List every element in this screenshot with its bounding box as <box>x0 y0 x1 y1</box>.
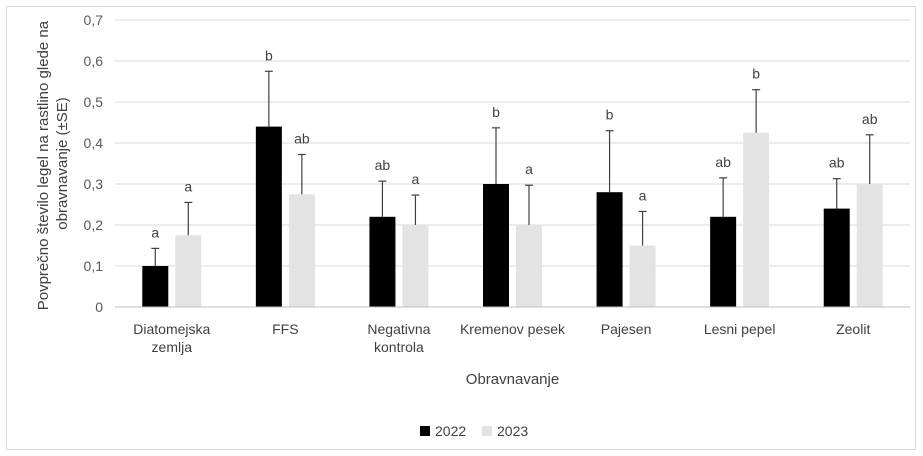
significance-letter: b <box>606 107 614 123</box>
bar-2023 <box>402 225 429 307</box>
bar-2022 <box>142 266 169 307</box>
legend-label-2022: 2022 <box>435 423 466 439</box>
significance-letter: a <box>412 171 420 187</box>
legend-label-2023: 2023 <box>497 423 528 439</box>
significance-letter: b <box>752 66 760 82</box>
x-tick-label: FFS <box>272 321 298 337</box>
x-tick-label: Zeolit <box>836 321 870 337</box>
significance-letter: a <box>151 224 159 240</box>
x-axis-title: Obravnavanje <box>466 371 559 388</box>
significance-letter: ab <box>829 155 845 171</box>
significance-letter: ab <box>294 130 310 146</box>
bar-2023 <box>856 184 883 307</box>
y-axis-ticks: 0 0,1 0,2 0,3 0,4 0,5 0,6 0,7 <box>84 12 104 315</box>
chart-frame <box>6 6 916 450</box>
y-axis-title: Povprečno število legel na rastlino gled… <box>35 17 71 311</box>
y-tick-label: 0,5 <box>84 94 104 110</box>
significance-letter: ab <box>862 111 878 127</box>
bar-2023 <box>743 132 770 307</box>
legend-swatch-2023 <box>482 426 492 436</box>
significance-letter: ab <box>715 154 731 170</box>
bar-2022 <box>823 208 850 307</box>
significance-letter: b <box>265 47 273 63</box>
bar-2023 <box>288 194 315 307</box>
legend-swatch-2022 <box>420 426 430 436</box>
bar-2022 <box>710 216 737 307</box>
significance-letter: a <box>639 187 647 203</box>
bars <box>142 126 883 307</box>
y-axis-title-line-1: Povprečno število legel na rastlino gled… <box>35 20 52 310</box>
x-tick-label: Diatomejska zemlja <box>133 321 210 355</box>
significance-letter: a <box>184 178 192 194</box>
x-tick-label: Lesni pepel <box>704 321 776 337</box>
significance-letter: a <box>525 161 533 177</box>
significance-letter: ab <box>375 157 391 173</box>
bar-2023 <box>175 235 202 307</box>
y-tick-label: 0,4 <box>84 135 104 151</box>
y-tick-label: 0 <box>95 299 103 315</box>
bar-2022 <box>255 126 282 307</box>
error-bars <box>151 70 874 266</box>
x-axis-categories: Diatomejska zemlja FFS Negativna kontrola Kre… <box>133 321 870 355</box>
x-tick-label: Negativna kontrola <box>367 321 430 355</box>
bar-2022 <box>369 216 396 307</box>
significance-letter: b <box>492 104 500 120</box>
x-tick-label: Kremenov pesek <box>460 321 566 337</box>
y-tick-label: 0,2 <box>84 217 104 233</box>
x-tick-label: Pajesen <box>601 321 652 337</box>
legend: 2022 2023 <box>420 423 528 439</box>
gridlines <box>115 19 910 267</box>
y-tick-label: 0,7 <box>84 12 104 28</box>
y-tick-label: 0,6 <box>84 53 104 69</box>
bar-2022 <box>483 184 509 307</box>
bar-2023 <box>516 225 542 307</box>
y-tick-label: 0,3 <box>84 176 104 192</box>
y-axis-title-line-2: obravnavanje (±SE) <box>54 97 71 229</box>
bar-2022 <box>596 192 623 307</box>
bar-2023 <box>629 245 656 307</box>
y-tick-label: 0,1 <box>84 258 104 274</box>
